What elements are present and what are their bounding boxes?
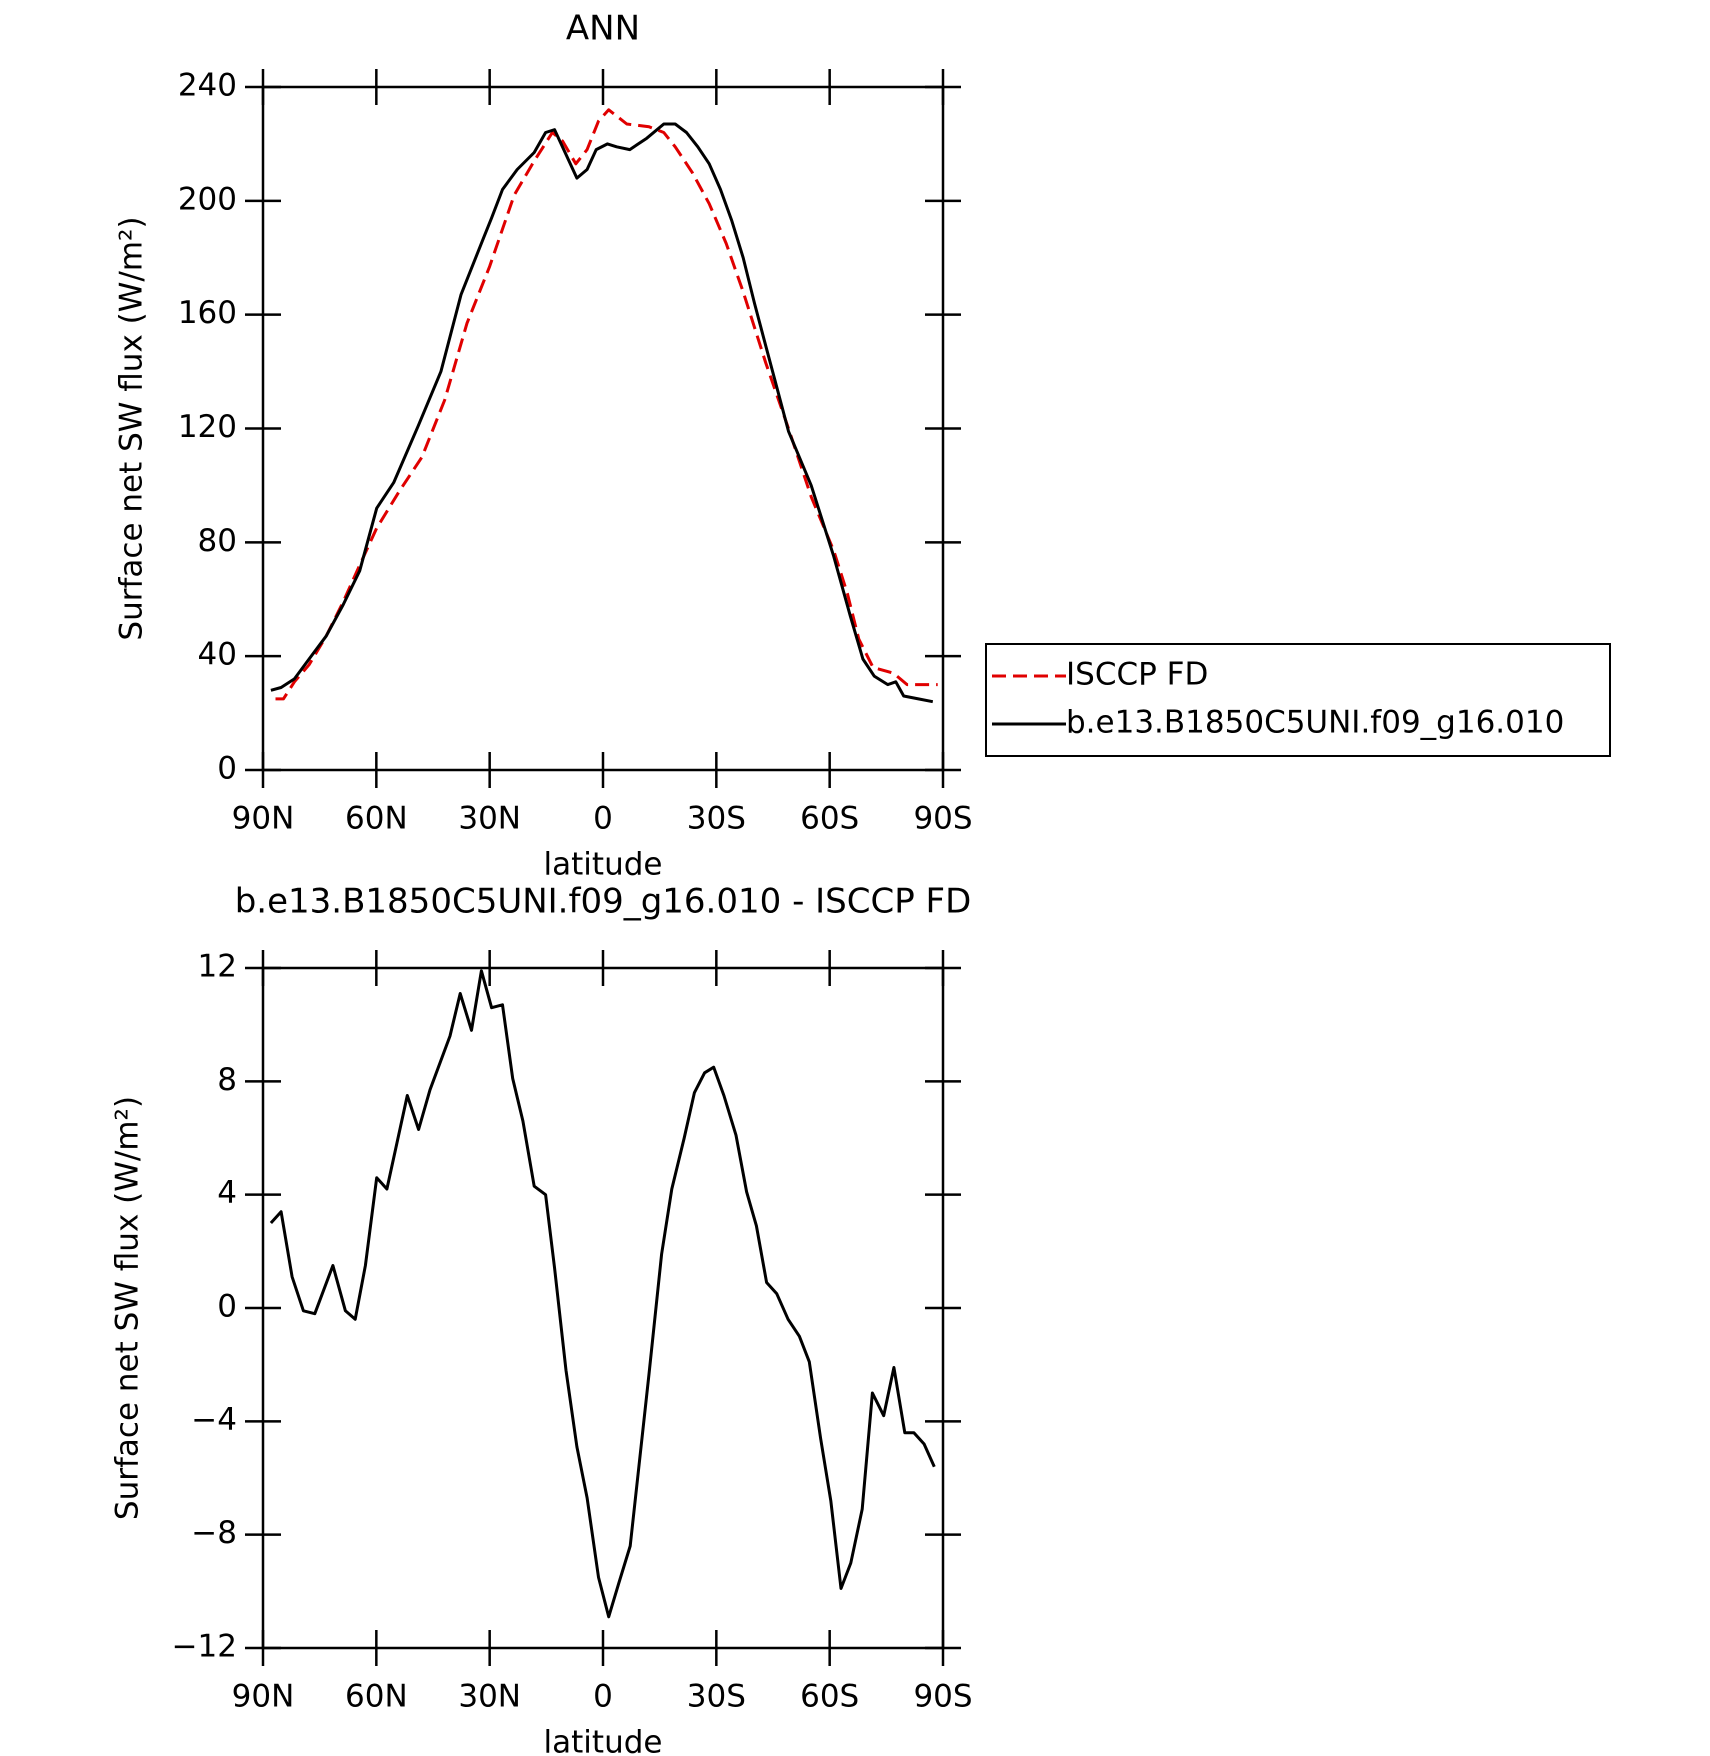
y-tick-label: −4: [191, 1402, 237, 1438]
x-tick-label: 90S: [913, 1679, 972, 1715]
legend-label: b.e13.B1850C5UNI.f09_g16.010: [1066, 705, 1564, 741]
x-tick-label: 30N: [458, 801, 521, 837]
y-tick-label: 160: [178, 295, 237, 331]
y-tick-label: 0: [217, 751, 237, 787]
legend-label: ISCCP FD: [1066, 657, 1208, 693]
y-tick-label: 120: [178, 409, 237, 445]
legend-box: [985, 643, 1611, 757]
x-tick-label: 90N: [232, 1679, 295, 1715]
x-tick-label: 60S: [800, 801, 859, 837]
y-tick-label: 12: [198, 949, 237, 985]
y-tick-label: 200: [178, 181, 237, 217]
x-tick-label: 30S: [687, 801, 746, 837]
y-axis-label: Surface net SW flux (W/m²): [114, 216, 150, 640]
data-line: [275, 108, 938, 701]
y-axis-label: Surface net SW flux (W/m²): [110, 1096, 146, 1520]
x-axis-label: latitude: [544, 847, 663, 883]
x-tick-label: 60S: [800, 1679, 859, 1715]
y-tick-label: 240: [178, 68, 237, 104]
y-tick-label: 40: [198, 637, 237, 673]
x-axis-label: latitude: [544, 1725, 663, 1756]
x-tick-label: 60N: [345, 801, 408, 837]
y-tick-label: 0: [217, 1289, 237, 1325]
chart-title: b.e13.B1850C5UNI.f09_g16.010 - ISCCP FD: [235, 882, 972, 922]
data-line: [270, 122, 934, 704]
plot-frame: [261, 85, 945, 772]
x-tick-label: 30S: [687, 1679, 746, 1715]
x-tick-label: 60N: [345, 1679, 408, 1715]
x-tick-label: 90S: [913, 801, 972, 837]
y-tick-label: 80: [198, 523, 237, 559]
y-tick-label: −12: [172, 1629, 237, 1665]
chart-title: ANN: [566, 9, 640, 49]
x-tick-label: 90N: [232, 801, 295, 837]
y-tick-label: 8: [217, 1062, 237, 1098]
y-tick-label: 4: [217, 1175, 237, 1211]
x-tick-label: 0: [593, 1679, 613, 1715]
y-tick-label: −8: [191, 1515, 237, 1551]
x-tick-label: 30N: [458, 1679, 521, 1715]
plot-frame: [261, 966, 945, 1650]
x-tick-label: 0: [593, 801, 613, 837]
data-line: [269, 969, 936, 1619]
